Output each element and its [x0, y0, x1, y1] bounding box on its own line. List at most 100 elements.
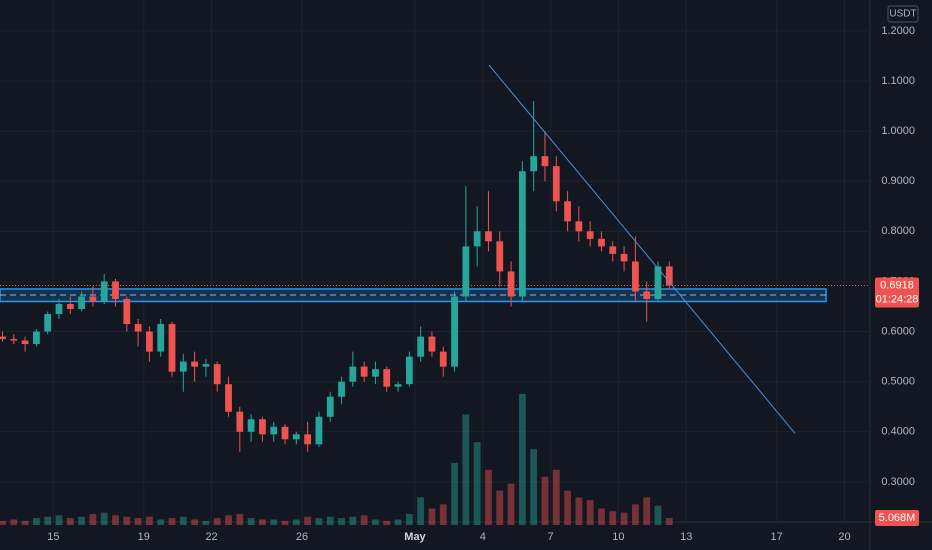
candle-body [428, 336, 436, 352]
volume-bar [21, 520, 29, 525]
volume-bar [134, 518, 142, 525]
y-tick-label: 1.1000 [881, 75, 915, 87]
volume-bar [428, 508, 436, 525]
last-price-box [875, 277, 919, 308]
volume-bar [383, 520, 391, 525]
volume-bar [191, 519, 199, 525]
volume-bar [417, 497, 425, 525]
volume-bar [462, 414, 470, 525]
volume-bar [654, 505, 662, 525]
candle-body [112, 281, 119, 299]
volume-bar [44, 516, 52, 525]
x-tick-label: May [404, 531, 426, 543]
candle-body [643, 291, 651, 299]
currency-box [887, 5, 919, 23]
volume-bar [10, 519, 18, 525]
candle-body [586, 231, 594, 239]
y-tick-label: 0.5000 [881, 376, 915, 388]
volume-bar [451, 462, 458, 525]
volume-bar [304, 516, 312, 525]
volume-bar [179, 516, 187, 525]
volume-bar [157, 519, 165, 525]
candle-body [552, 166, 560, 202]
candle-body [100, 281, 108, 302]
volume-bar [496, 490, 504, 525]
volume-bar [518, 393, 526, 525]
volume-bar [0, 520, 6, 525]
volume-bar [485, 469, 492, 525]
candle-body [665, 266, 673, 286]
candle-body [575, 221, 583, 232]
volume-bar [530, 449, 538, 525]
candle-body [270, 426, 278, 435]
candle-body [292, 434, 300, 440]
candle-body [541, 156, 549, 167]
volume-bar [586, 500, 594, 525]
y-tick-label: 0.6000 [881, 325, 915, 337]
candle-body [654, 266, 662, 299]
candle-body [451, 296, 458, 367]
x-tick-label: 4 [480, 531, 486, 543]
candle-body [518, 171, 526, 297]
volume-bar [439, 504, 447, 525]
candle-body [10, 339, 18, 341]
candle-body [315, 416, 323, 445]
candle-body [598, 238, 605, 247]
volume-bar [78, 516, 85, 525]
candle-body [168, 324, 176, 372]
volume-bar [112, 515, 119, 525]
volume-bar [281, 520, 289, 525]
candle-body [609, 246, 617, 254]
volume-bar [338, 518, 345, 525]
volume-bar [100, 512, 108, 525]
candle-body [394, 384, 402, 387]
candle-body [281, 426, 289, 440]
volume-bar [225, 515, 232, 525]
candle-body [146, 331, 153, 352]
volume-bar [66, 518, 74, 525]
volume-bar [236, 513, 244, 525]
candle-body [304, 434, 312, 445]
candle-body [360, 366, 368, 377]
last-price-label: 0.6918 [880, 279, 914, 291]
volume-bar [33, 518, 40, 525]
x-tick-label: 15 [47, 531, 59, 543]
volume-bar [259, 519, 266, 525]
candle-body [259, 419, 266, 435]
candle-body [55, 303, 63, 315]
trend-line [488, 64, 796, 434]
candle-body [496, 241, 504, 272]
x-tick-label: 26 [296, 531, 308, 543]
volume-bar [372, 519, 379, 525]
volume-bar [146, 516, 153, 525]
candle-body [179, 361, 187, 372]
volume-bar [213, 518, 221, 525]
candle-body [247, 419, 255, 432]
candle-body [191, 361, 199, 367]
volume-bar [55, 515, 63, 525]
volume-bar [552, 469, 560, 525]
x-tick-label: 17 [771, 531, 783, 543]
candle-body [134, 324, 142, 332]
candle-body [349, 366, 357, 382]
volume-bar [123, 516, 131, 525]
candle-body [383, 369, 391, 387]
volume-bar [575, 497, 583, 525]
volume-bar [541, 476, 549, 525]
y-tick-label: 0.3000 [881, 476, 915, 488]
x-tick-label: 20 [838, 531, 850, 543]
volume-bar [326, 516, 334, 525]
candle-body [507, 271, 515, 297]
candle-body [326, 396, 334, 417]
candle-body [225, 384, 232, 412]
volume-bar [473, 442, 481, 525]
candle-body [123, 298, 131, 325]
volume-bar [620, 512, 628, 525]
x-tick-label: 19 [138, 531, 150, 543]
x-tick-label: 13 [680, 531, 692, 543]
candle-body [236, 411, 244, 432]
volume-label-box [875, 510, 919, 527]
volume-bar [202, 520, 210, 525]
candle-body [620, 253, 628, 262]
